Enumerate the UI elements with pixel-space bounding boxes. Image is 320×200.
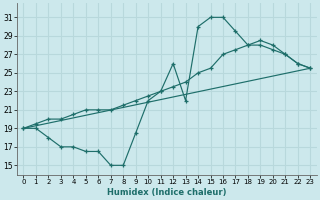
X-axis label: Humidex (Indice chaleur): Humidex (Indice chaleur) [107,188,227,197]
